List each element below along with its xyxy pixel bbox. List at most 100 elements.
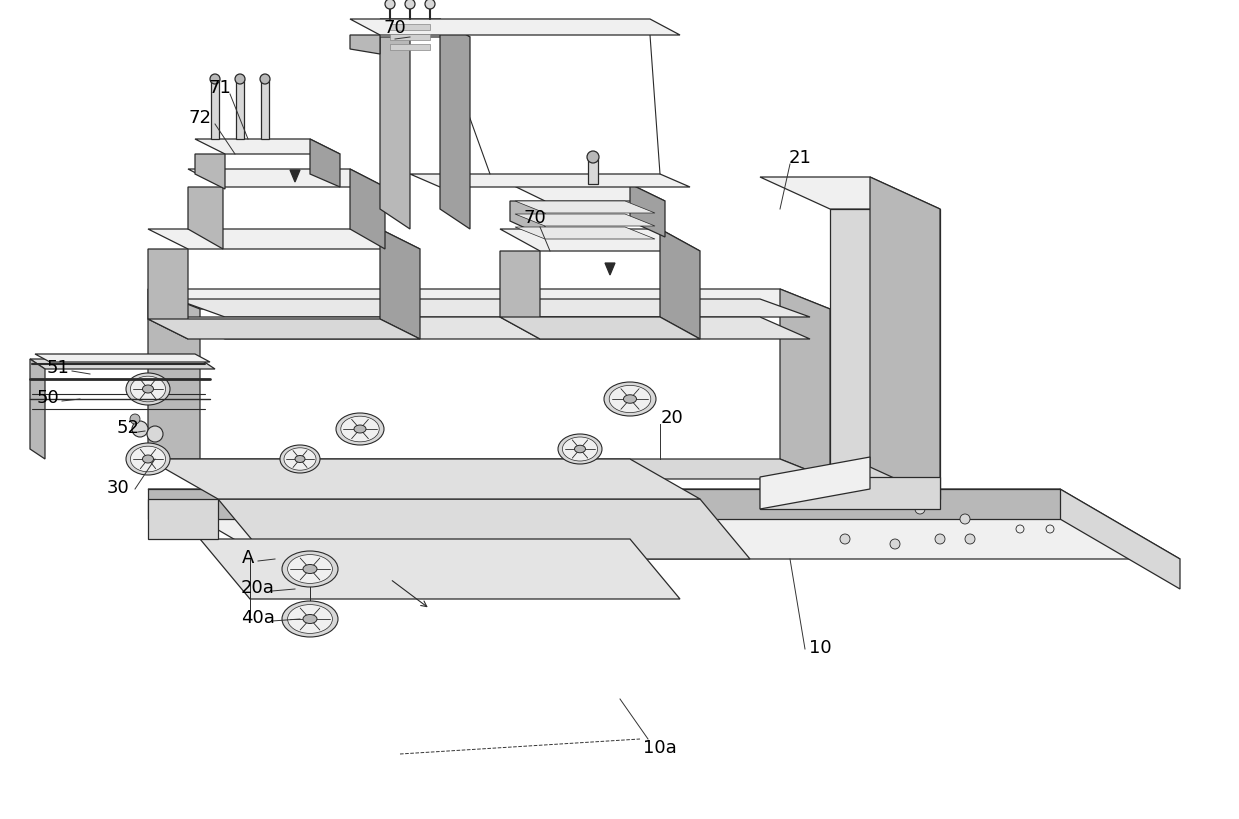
Polygon shape [501,318,700,340]
Polygon shape [589,160,598,185]
Text: 30: 30 [107,478,129,496]
Polygon shape [147,500,218,540]
Circle shape [1046,525,1054,533]
Ellipse shape [341,417,379,442]
Polygon shape [175,300,810,318]
Polygon shape [390,45,430,51]
Polygon shape [147,459,830,479]
Polygon shape [515,215,655,227]
Polygon shape [147,290,199,479]
Text: 70: 70 [384,19,406,37]
Text: 52: 52 [116,419,140,437]
Circle shape [133,422,147,437]
Polygon shape [147,290,830,310]
Polygon shape [380,20,470,38]
Text: A: A [242,549,254,566]
Circle shape [235,75,245,85]
Text: 21: 21 [788,149,812,167]
Polygon shape [349,36,380,55]
Ellipse shape [295,456,305,463]
Ellipse shape [126,373,170,405]
Circle shape [147,427,164,442]
Polygon shape [501,251,540,340]
Ellipse shape [282,601,338,637]
Ellipse shape [142,386,154,393]
Polygon shape [830,210,940,500]
Polygon shape [605,264,615,276]
Ellipse shape [130,446,166,473]
Polygon shape [510,185,665,201]
Ellipse shape [282,551,338,587]
Circle shape [260,75,270,85]
Text: 71: 71 [208,79,232,97]
Polygon shape [310,140,339,188]
Ellipse shape [304,565,317,574]
Polygon shape [349,170,385,250]
Ellipse shape [603,382,655,417]
Circle shape [425,0,435,10]
Polygon shape [629,185,665,238]
Polygon shape [147,490,1061,519]
Ellipse shape [610,386,650,413]
Text: 10: 10 [809,638,831,656]
Ellipse shape [287,605,332,634]
Text: 20: 20 [660,409,684,427]
Polygon shape [199,540,680,600]
Ellipse shape [623,396,637,404]
Polygon shape [175,318,810,340]
Polygon shape [390,25,430,31]
Circle shape [405,0,415,10]
Polygon shape [380,38,410,229]
Polygon shape [440,20,470,229]
Polygon shape [349,20,680,36]
Circle shape [209,75,221,85]
Ellipse shape [280,446,320,473]
Ellipse shape [575,446,586,453]
Circle shape [587,152,598,164]
Polygon shape [660,229,700,340]
Circle shape [965,534,975,545]
Polygon shape [147,229,420,250]
Polygon shape [870,178,940,500]
Polygon shape [211,80,219,140]
Polygon shape [410,174,690,188]
Circle shape [840,534,850,545]
Polygon shape [380,229,420,340]
Circle shape [385,0,395,10]
Polygon shape [147,459,700,500]
Polygon shape [195,155,225,190]
Circle shape [935,534,945,545]
Polygon shape [147,250,188,340]
Polygon shape [195,140,339,155]
Text: 51: 51 [47,359,69,377]
Polygon shape [501,229,700,251]
Circle shape [1016,525,1023,533]
Ellipse shape [558,434,602,464]
Polygon shape [515,201,655,214]
Polygon shape [35,355,209,363]
Polygon shape [390,35,430,41]
Polygon shape [515,228,655,240]
Text: 20a: 20a [242,578,275,596]
Ellipse shape [304,615,317,624]
Ellipse shape [354,426,366,433]
Text: 70: 70 [524,209,546,227]
Polygon shape [235,80,244,140]
Text: 72: 72 [188,109,212,127]
Polygon shape [781,290,830,479]
Polygon shape [188,188,223,250]
Ellipse shape [287,555,332,584]
Polygon shape [188,170,385,188]
Polygon shape [510,201,545,238]
Polygon shape [290,171,300,183]
Polygon shape [1061,490,1180,590]
Ellipse shape [130,377,166,402]
Polygon shape [30,360,216,369]
Text: 10a: 10a [643,738,676,756]
Polygon shape [147,490,1180,559]
Circle shape [960,514,970,524]
Polygon shape [147,319,420,340]
Polygon shape [218,500,750,559]
Text: 40a: 40a [242,609,275,627]
Polygon shape [261,80,269,140]
